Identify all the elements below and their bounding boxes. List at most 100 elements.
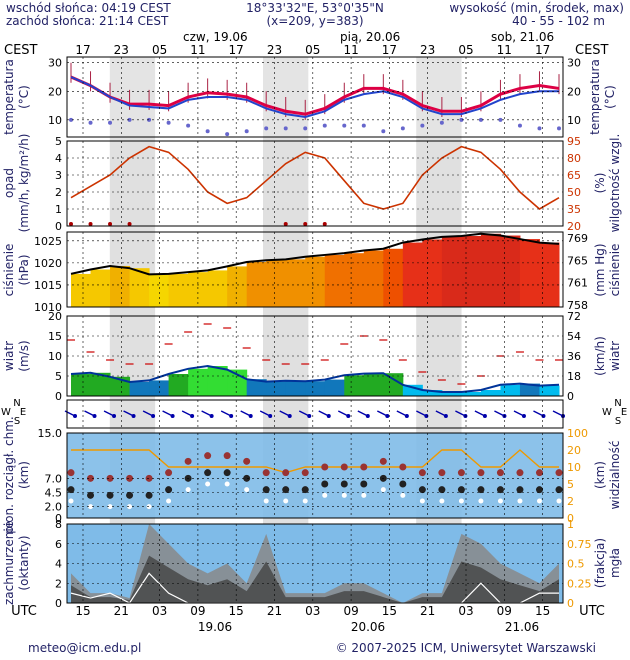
cloud-base-dot: [535, 486, 543, 494]
cloud-base-dot: [321, 480, 329, 488]
press-tick-left: 1015: [34, 279, 62, 292]
bottom-tz-right: UTC: [579, 604, 605, 619]
cloud-low-dot: [536, 498, 542, 504]
footer-copyright: © 2007-2025 ICM, Uniwersytet Warszawski: [336, 641, 596, 655]
panel-frame-cover: [66, 523, 564, 604]
cloud-low-dot: [244, 487, 250, 493]
wind-arrow-head: [190, 414, 195, 418]
wind-arrow-head: [443, 414, 448, 418]
cloud-base-dot: [126, 491, 134, 499]
cloud-low-dot: [205, 481, 211, 487]
cloud-top-dot: [204, 452, 212, 460]
cloud-base-dot: [457, 486, 465, 494]
elevation-title: wysokość (min, środek, max): [449, 1, 624, 15]
cloud-top-dot: [438, 469, 446, 477]
cloud-top-dot: [516, 469, 524, 477]
cloud-top-dot: [321, 463, 329, 471]
cloud-low-dot: [263, 498, 269, 504]
sunrise-text: wschód słońca: 04:19 CEST: [6, 1, 171, 15]
wind-arrow-head: [287, 414, 292, 418]
temp-bg: [67, 57, 563, 137]
cloud-top-dot: [379, 457, 387, 465]
temp-dot: [127, 117, 132, 122]
cloud-base-dot: [106, 491, 114, 499]
temp-dot: [88, 120, 93, 125]
fog-unit-right: (frakcja): [593, 538, 607, 588]
temp-dot: [478, 117, 483, 122]
cloud-top-dot: [418, 469, 426, 477]
bottom-hour-label: 21: [114, 604, 129, 618]
cloud-bg: [67, 433, 563, 518]
press-tick-left: 1020: [34, 257, 62, 270]
pressure-bar: [461, 235, 482, 307]
wind-arrow-head: [482, 414, 487, 418]
wind-arrow-head: [151, 414, 156, 418]
cloud-low-dot: [341, 492, 347, 498]
temp-tick-left: 20: [48, 85, 62, 98]
cloud-top-dot: [165, 469, 173, 477]
cloud-top-dot: [223, 452, 231, 460]
cloud-base-dot: [204, 469, 212, 477]
cloud-low-dot: [458, 498, 464, 504]
wind-bar: [246, 379, 267, 396]
wind-arrow-head: [112, 414, 117, 418]
compass-letter: W: [1, 407, 11, 418]
temp-dot: [439, 120, 444, 125]
temp-tick-left: 30: [48, 57, 62, 70]
precip-dot: [303, 222, 308, 226]
wind-tick-left: 10: [48, 350, 62, 363]
pressure-bar: [402, 242, 423, 307]
cloud-low-dot: [497, 498, 503, 504]
wind-tick-left: 20: [48, 310, 62, 323]
temp-dot: [166, 120, 171, 125]
wind-tick-right: 54: [567, 330, 581, 343]
pressure-bar: [227, 266, 248, 307]
top-hour-label: 23: [114, 43, 129, 57]
cloud-top-dot: [184, 457, 192, 465]
pressure-bar: [71, 273, 92, 307]
precip-dot: [127, 222, 132, 226]
pressure-bar: [285, 259, 306, 307]
cloud-base-dot: [360, 480, 368, 488]
cloud-tick-left: 15.0: [38, 427, 63, 440]
fog-tick-right: 0.75: [567, 538, 592, 551]
day-label-2: pią, 20.06: [340, 30, 400, 44]
compass-letter: S: [14, 416, 20, 427]
vis-tick-right: 2: [567, 495, 574, 508]
cloud-low-dot: [146, 504, 152, 510]
wind-arrow-head: [209, 414, 214, 418]
bottom-hour-label: 09: [343, 604, 358, 618]
wind-title-left: wiatr: [2, 341, 16, 371]
press-tick-left: 1025: [34, 235, 62, 248]
wind-arrow-head: [404, 414, 409, 418]
cloud-base-dot: [496, 486, 504, 494]
compass-letter: W: [602, 407, 612, 418]
press-tick-right: 761: [567, 277, 588, 290]
press-tick-right: 758: [567, 299, 588, 312]
footer-email: meteo@icm.edu.pl: [28, 641, 141, 655]
precip-tick-left: 0: [55, 220, 62, 233]
wind-arrow-head: [307, 414, 312, 418]
cloud-base-dot: [438, 486, 446, 494]
wind-tick-left: 5: [55, 370, 62, 383]
cloud-base-dot: [243, 474, 251, 482]
temp-dot: [420, 123, 425, 128]
top-hour-label: 05: [305, 43, 320, 57]
cloud-top-dot: [360, 463, 368, 471]
pressure-bar: [422, 239, 443, 307]
pressure-bar: [383, 248, 404, 307]
top-hour-label: 05: [458, 43, 473, 57]
elevation-values: 40 - 55 - 102 m: [512, 14, 605, 28]
wind-tick-right: 18: [567, 370, 581, 383]
wind-arrow-head: [92, 414, 97, 418]
humidity-tick-right: 95: [567, 135, 581, 148]
vis-tick-right: 100: [567, 427, 588, 440]
cloud-unit-left: (km): [17, 461, 31, 489]
bottom-hour-label: 09: [190, 604, 205, 618]
press-unit-left: (hPa): [17, 254, 31, 285]
cloud-top-dot: [457, 469, 465, 477]
pressure-bar: [305, 256, 326, 307]
pressure-bar: [90, 269, 111, 307]
precip-tick-left: 5: [55, 135, 62, 148]
